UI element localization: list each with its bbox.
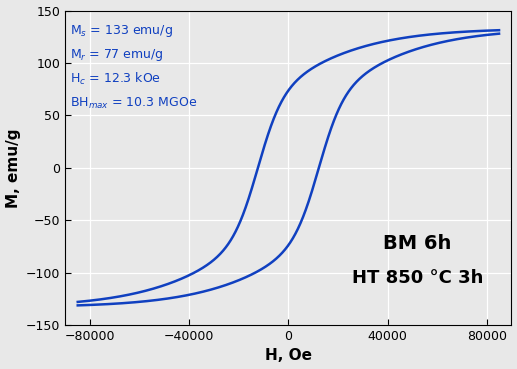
Text: BH$_{max}$ = 10.3 MGOe: BH$_{max}$ = 10.3 MGOe bbox=[70, 96, 197, 111]
Text: HT 850 °C 3h: HT 850 °C 3h bbox=[352, 269, 483, 287]
Text: M$_r$ = 77 emu/g: M$_r$ = 77 emu/g bbox=[70, 47, 164, 63]
Y-axis label: M, emu/g: M, emu/g bbox=[6, 128, 21, 207]
Text: M$_s$ = 133 emu/g: M$_s$ = 133 emu/g bbox=[70, 23, 173, 39]
X-axis label: H, Oe: H, Oe bbox=[265, 348, 312, 363]
Text: H$_c$ = 12.3 kOe: H$_c$ = 12.3 kOe bbox=[70, 71, 161, 87]
Text: BM 6h: BM 6h bbox=[383, 234, 451, 253]
